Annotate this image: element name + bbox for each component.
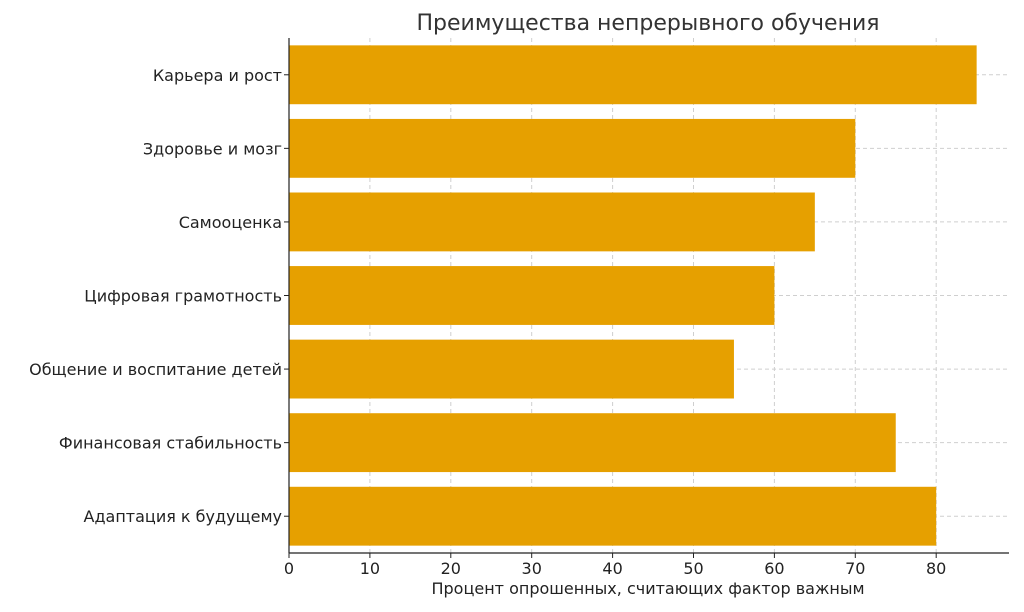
x-tick-label: 70 [845, 559, 865, 578]
bar [289, 339, 734, 399]
x-tick-label: 60 [764, 559, 784, 578]
x-tick-label: 50 [683, 559, 703, 578]
bar [289, 486, 937, 546]
category-label: Цифровая грамотность [84, 287, 282, 306]
x-tick-label: 10 [360, 559, 380, 578]
x-tick-label: 30 [522, 559, 542, 578]
x-tick-label: 80 [926, 559, 946, 578]
bar [289, 192, 815, 252]
bar [289, 118, 856, 178]
category-label: Общение и воспитание детей [29, 360, 282, 379]
bar [289, 45, 977, 105]
x-tick-label: 0 [284, 559, 294, 578]
x-tick-label: 20 [441, 559, 461, 578]
bars [289, 45, 977, 546]
x-axis-label: Процент опрошенных, считающих фактор важ… [431, 579, 864, 598]
category-label: Адаптация к будущему [84, 507, 282, 526]
bar [289, 413, 896, 473]
category-label: Самооценка [179, 213, 282, 232]
x-ticks: 0 10 20 30 40 50 60 70 80 [284, 553, 946, 578]
chart-title: Преимущества непрерывного обучения [416, 11, 879, 36]
category-label: Здоровье и мозг [143, 139, 282, 158]
category-labels: Карьера и рост Здоровье и мозг Самооценка Ц… [29, 66, 289, 526]
category-label: Финансовая стабильность [59, 434, 282, 453]
category-label: Карьера и рост [153, 66, 282, 85]
x-tick-label: 40 [602, 559, 622, 578]
bar [289, 266, 775, 325]
